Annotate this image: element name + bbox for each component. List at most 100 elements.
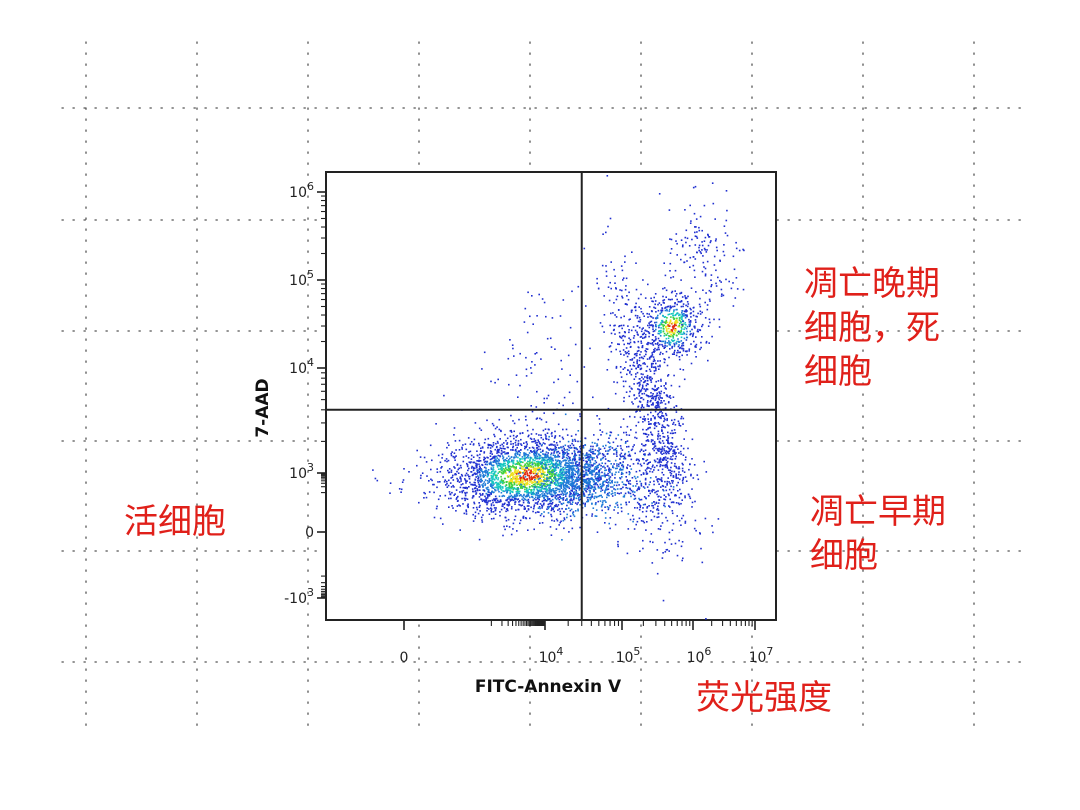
event-dot	[659, 528, 662, 531]
event-dot	[476, 473, 478, 475]
event-dot	[503, 490, 505, 493]
event-dot	[532, 483, 535, 486]
event-dot	[573, 458, 576, 461]
event-dot	[673, 406, 675, 409]
event-dot	[649, 379, 652, 381]
event-dot	[673, 343, 676, 346]
event-dot	[502, 490, 504, 492]
event-dot	[561, 492, 564, 494]
event-dot	[544, 471, 546, 474]
event-dot	[567, 481, 569, 484]
event-dot	[663, 361, 666, 364]
event-dot	[612, 486, 614, 488]
event-dot	[666, 321, 669, 324]
event-dot	[656, 458, 659, 460]
event-dot	[696, 474, 699, 476]
event-dot	[645, 429, 648, 431]
event-dot	[611, 472, 613, 475]
event-dot	[552, 508, 554, 511]
event-dot	[630, 449, 633, 452]
event-dot	[689, 463, 691, 465]
event-dot	[510, 449, 512, 451]
event-dot	[559, 462, 562, 465]
event-dot	[552, 494, 555, 497]
event-dot	[659, 435, 661, 437]
event-dot	[666, 330, 668, 333]
event-dot	[612, 465, 614, 467]
event-dot	[648, 326, 651, 329]
event-dot	[672, 452, 674, 455]
event-dot	[682, 454, 685, 456]
event-dot	[657, 502, 660, 504]
event-dot	[657, 490, 659, 492]
event-dot	[447, 469, 449, 472]
event-dot	[589, 487, 591, 489]
event-dot	[482, 482, 485, 485]
event-dot	[502, 445, 505, 447]
event-dot	[439, 517, 442, 520]
event-dot	[500, 486, 502, 488]
event-dot	[663, 494, 666, 496]
event-dot	[519, 500, 521, 502]
event-dot	[571, 485, 573, 487]
event-dot	[464, 443, 467, 445]
event-dot	[636, 507, 639, 509]
event-dot	[539, 467, 541, 470]
event-dot	[483, 481, 486, 483]
event-dot	[592, 488, 595, 491]
event-dot	[509, 475, 511, 477]
event-dot	[490, 480, 493, 482]
event-dot	[642, 381, 645, 384]
event-dot	[470, 458, 473, 460]
event-dot	[658, 326, 660, 329]
event-dot	[633, 394, 635, 397]
event-dot	[452, 479, 455, 481]
event-dot	[619, 455, 622, 458]
event-dot	[433, 516, 436, 519]
event-dot	[695, 315, 697, 318]
event-dot	[503, 468, 505, 470]
event-dot	[659, 457, 662, 459]
event-dot	[563, 447, 565, 450]
event-dot	[650, 392, 652, 394]
event-dot	[560, 483, 562, 486]
event-dot	[539, 486, 542, 489]
event-dot	[567, 486, 570, 488]
event-dot	[558, 498, 560, 501]
event-dot	[478, 427, 481, 430]
event-dot	[585, 472, 587, 474]
event-dot	[568, 467, 571, 469]
event-dot	[668, 313, 671, 315]
event-dot	[545, 451, 548, 453]
event-dot	[629, 370, 631, 373]
event-dot	[588, 467, 591, 470]
event-dot	[559, 471, 561, 473]
event-dot	[542, 442, 545, 444]
event-dot	[492, 466, 495, 469]
event-dot	[480, 470, 483, 472]
event-dot	[679, 488, 681, 491]
event-dot	[515, 488, 518, 490]
event-dot	[655, 317, 657, 320]
event-dot	[591, 441, 594, 444]
event-dot	[689, 324, 691, 326]
event-dot	[533, 451, 536, 453]
event-dot	[555, 495, 558, 497]
event-dot	[642, 327, 644, 329]
event-dot	[689, 497, 692, 500]
event-dot	[564, 464, 566, 467]
event-dot	[672, 336, 674, 338]
event-dot	[469, 443, 472, 445]
event-dot	[504, 471, 507, 473]
event-dot	[492, 484, 494, 487]
event-dot	[529, 496, 531, 499]
event-dot	[701, 311, 703, 314]
event-dot	[626, 479, 628, 481]
event-dot	[628, 318, 630, 321]
event-dot	[536, 494, 538, 496]
event-dot	[647, 434, 650, 436]
event-dot	[607, 507, 610, 509]
event-dot	[658, 483, 660, 485]
event-dot	[490, 508, 493, 510]
event-dot	[659, 478, 661, 481]
